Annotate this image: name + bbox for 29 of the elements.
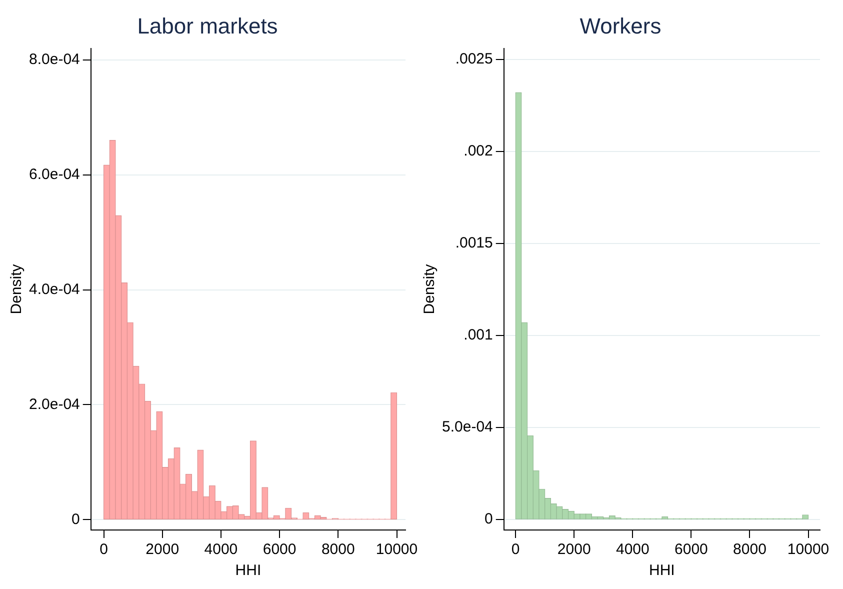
y-axis-title: Density — [421, 264, 438, 314]
y-tick-label: 8.0e-04 — [29, 51, 80, 68]
x-tick-label: 0 — [511, 541, 520, 558]
chart-title: Workers — [580, 13, 662, 38]
y-tick-label: .002 — [464, 142, 493, 160]
x-tick-label: 0 — [100, 541, 108, 558]
x-tick-label: 4000 — [204, 541, 238, 558]
x-tick-label: 10000 — [787, 541, 830, 558]
y-tick-label: .001 — [464, 326, 493, 344]
x-tick-label: 2000 — [146, 541, 180, 558]
y-tick-label: .0025 — [455, 50, 493, 68]
y-axis-title: Density — [8, 264, 26, 314]
y-tick-label: .0015 — [455, 234, 493, 252]
x-tick-label: 6000 — [262, 541, 296, 558]
y-tick-label: 2.0e-04 — [29, 396, 80, 413]
y-tick-label: 0 — [484, 510, 493, 528]
x-axis-title: HHI — [649, 562, 675, 580]
x-axis-title: HHI — [235, 562, 262, 580]
x-tick-label: 6000 — [674, 541, 708, 558]
x-tick-label: 4000 — [616, 541, 650, 558]
x-tick-label: 8000 — [733, 541, 766, 558]
y-tick-label: 6.0e-04 — [29, 166, 80, 183]
x-tick-label: 2000 — [557, 541, 591, 558]
x-tick-label: 10000 — [376, 541, 418, 558]
chart-title: Labor markets — [137, 13, 278, 38]
y-tick-label: 5.0e-04 — [442, 418, 493, 436]
x-tick-label: 8000 — [321, 541, 355, 558]
y-tick-label: 4.0e-04 — [29, 280, 80, 298]
y-tick-label: 0 — [72, 510, 80, 528]
